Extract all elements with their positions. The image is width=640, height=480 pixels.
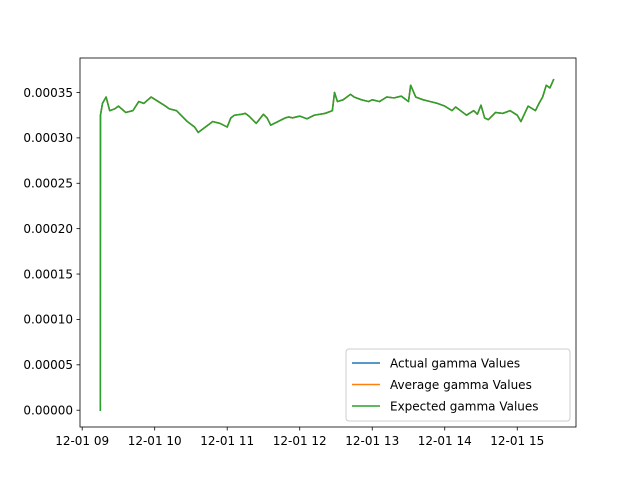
x-tick-label: 12-01 09 bbox=[55, 434, 109, 448]
y-tick-label: 0.00035 bbox=[23, 86, 73, 100]
legend-label: Actual gamma Values bbox=[390, 356, 520, 370]
plot-lines bbox=[99, 78, 555, 411]
x-tick-label: 12-01 11 bbox=[200, 434, 254, 448]
x-tick-label: 12-01 13 bbox=[345, 434, 399, 448]
y-tick-label: 0.00030 bbox=[23, 131, 73, 145]
x-tick-label: 12-01 10 bbox=[128, 434, 182, 448]
y-tick-label: 0.00025 bbox=[23, 177, 73, 191]
legend-box bbox=[345, 348, 571, 422]
legend: Actual gamma Values Average gamma Values E… bbox=[345, 348, 571, 422]
x-tick-label: 12-01 14 bbox=[418, 434, 472, 448]
y-tick-label: 0.00020 bbox=[23, 222, 73, 236]
y-tick-label: 0.00005 bbox=[23, 358, 73, 372]
x-axis: 12-01 09 12-01 10 12-01 11 12-01 12 12-01 13… bbox=[55, 427, 544, 448]
legend-label: Expected gamma Values bbox=[390, 399, 539, 413]
series-line-3 bbox=[99, 78, 555, 411]
y-tick-label: 0.00010 bbox=[23, 313, 73, 327]
y-axis: 0.00000 0.00005 0.00010 0.00015 0.00020 0.000… bbox=[23, 86, 80, 418]
axes-frame bbox=[79, 57, 577, 428]
y-tick-label: 0.00015 bbox=[23, 267, 73, 281]
x-tick-label: 12-01 15 bbox=[490, 434, 544, 448]
y-tick-label: 0.00000 bbox=[23, 404, 73, 418]
x-tick-label: 12-01 12 bbox=[273, 434, 327, 448]
legend-label: Average gamma Values bbox=[390, 378, 532, 392]
